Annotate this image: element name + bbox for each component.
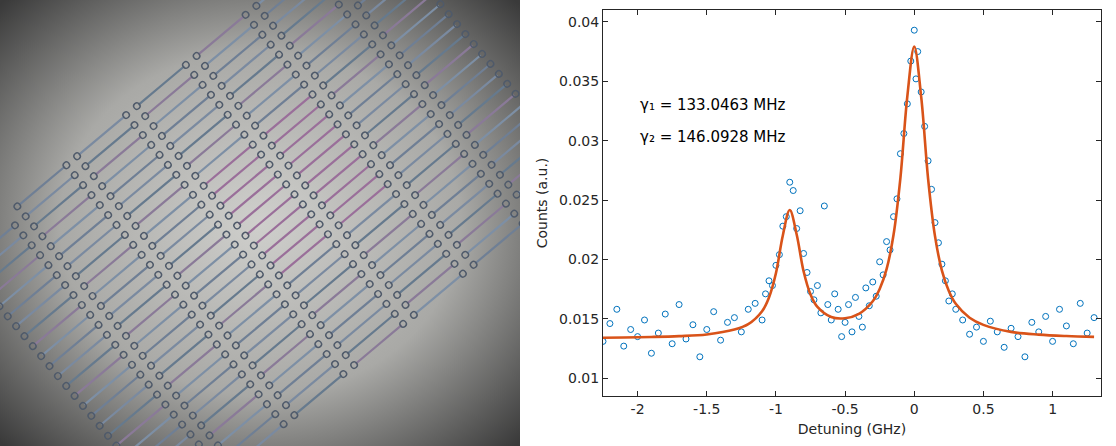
svg-text:0.015: 0.015: [559, 311, 599, 327]
svg-text:0.01: 0.01: [568, 370, 599, 386]
svg-text:0.025: 0.025: [559, 192, 599, 208]
svg-text:γ₁ = 133.0463 MHz: γ₁ = 133.0463 MHz: [640, 96, 786, 114]
svg-text:Detuning (GHz): Detuning (GHz): [798, 421, 906, 437]
svg-text:1: 1: [1048, 401, 1057, 417]
svg-text:0.02: 0.02: [568, 251, 599, 267]
svg-text:0.5: 0.5: [972, 401, 994, 417]
svg-text:0.03: 0.03: [568, 133, 599, 149]
svg-text:-1.5: -1.5: [693, 401, 720, 417]
svg-text:0: 0: [910, 401, 919, 417]
svg-text:γ₂ = 146.0928 MHz: γ₂ = 146.0928 MHz: [640, 128, 786, 146]
svg-text:-1: -1: [769, 401, 783, 417]
svg-text:0.04: 0.04: [568, 14, 599, 30]
svg-text:-2: -2: [631, 401, 645, 417]
svg-text:0.035: 0.035: [559, 73, 599, 89]
svg-text:Counts (a.u.): Counts (a.u.): [534, 158, 550, 249]
svg-text:-0.5: -0.5: [831, 401, 858, 417]
